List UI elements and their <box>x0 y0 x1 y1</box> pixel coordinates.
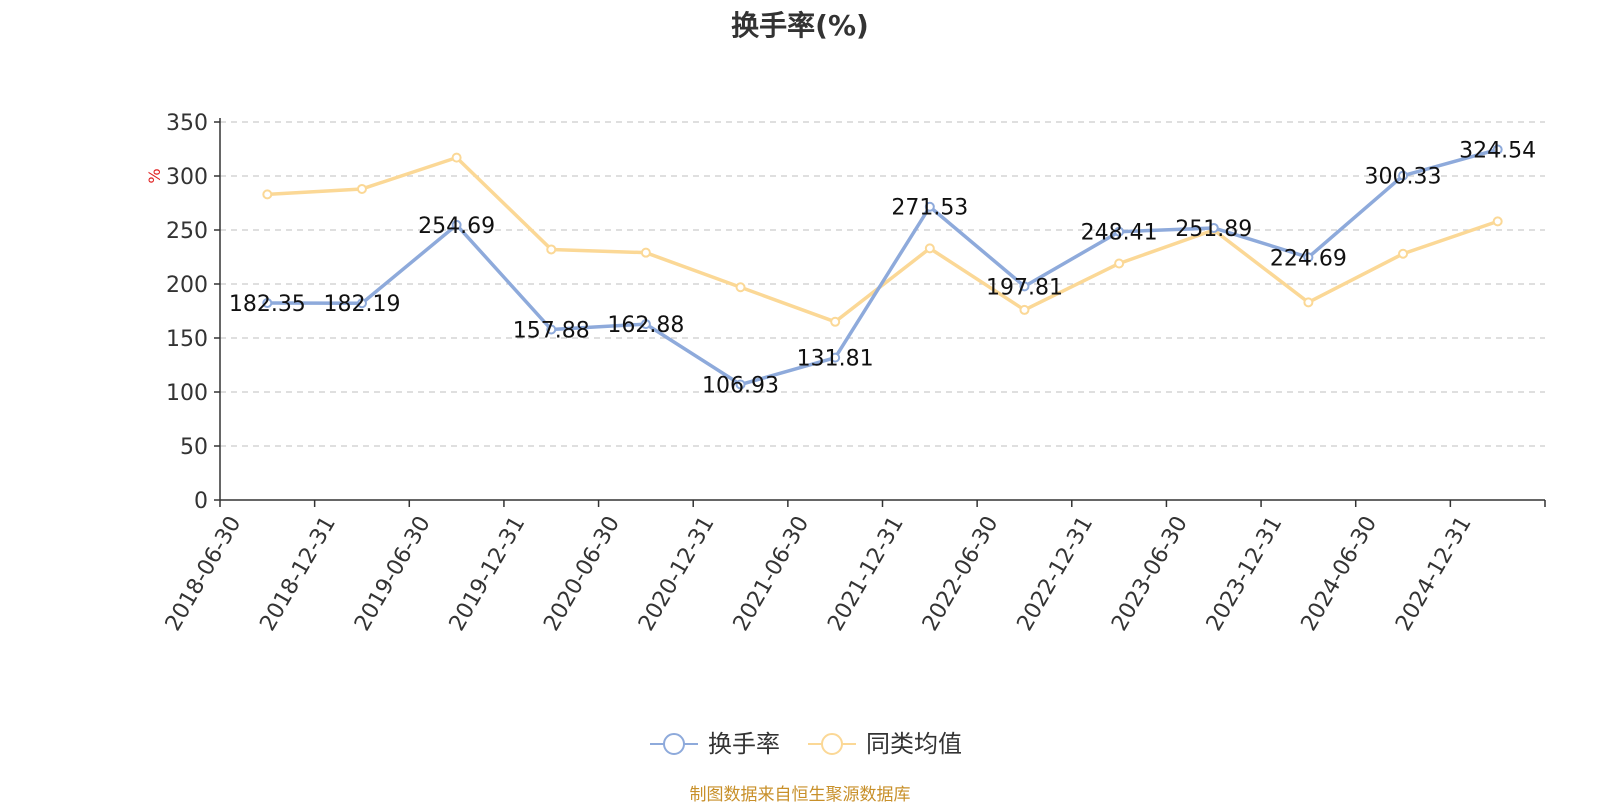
series-point[interactable] <box>262 189 273 200</box>
legend-item[interactable]: 换手率 <box>650 730 780 758</box>
y-tick-label: 50 <box>180 435 208 460</box>
data-label: 197.81 <box>986 275 1063 300</box>
data-label: 131.81 <box>797 347 874 372</box>
x-tick-label: 2022-06-30 <box>918 512 1004 635</box>
data-label: 300.33 <box>1365 165 1442 190</box>
chart-title: 换手率(%) <box>731 9 869 42</box>
x-tick-label: 2019-06-30 <box>350 512 436 635</box>
x-tick-label: 2020-12-31 <box>634 512 720 635</box>
series-point[interactable] <box>1398 248 1409 259</box>
data-label: 271.53 <box>891 196 968 221</box>
series-point[interactable] <box>451 152 462 163</box>
series-point[interactable] <box>1303 297 1314 308</box>
series-point[interactable] <box>451 219 462 230</box>
series-point[interactable] <box>735 282 746 293</box>
series-point[interactable] <box>830 352 841 363</box>
series-point[interactable] <box>1492 144 1503 155</box>
series-line <box>267 155 1499 324</box>
series-point[interactable] <box>924 201 935 212</box>
series-point[interactable] <box>356 298 367 309</box>
series-point[interactable] <box>640 319 651 330</box>
x-tick-label: 2024-12-31 <box>1391 512 1477 635</box>
series-point[interactable] <box>1019 281 1030 292</box>
series-point[interactable] <box>924 243 935 254</box>
x-tick-label: 2018-12-31 <box>255 512 341 635</box>
series-point[interactable] <box>1208 222 1219 233</box>
y-tick-label: 100 <box>166 381 208 406</box>
y-tick-label: 0 <box>194 489 208 514</box>
grid-lines <box>220 121 1545 447</box>
series-point[interactable] <box>1019 304 1030 315</box>
data-label: 324.54 <box>1459 138 1536 163</box>
series-point[interactable] <box>356 183 367 194</box>
data-label: 162.88 <box>607 313 684 338</box>
x-tick-label: 2018-06-30 <box>161 512 247 635</box>
data-label: 254.69 <box>418 214 495 239</box>
x-tick-label: 2019-12-31 <box>445 512 531 635</box>
data-label: 182.35 <box>229 292 306 317</box>
y-tick-label: 350 <box>166 111 208 136</box>
legend: 换手率 同类均值 <box>650 730 962 758</box>
series-line <box>267 147 1499 387</box>
y-tick-label: 200 <box>166 273 208 298</box>
y-tick-label: 150 <box>166 327 208 352</box>
series-point[interactable] <box>1114 258 1125 269</box>
series-point[interactable] <box>1492 216 1503 227</box>
series <box>262 144 1503 390</box>
legend-label: 同类均值 <box>866 730 962 758</box>
data-label: 182.19 <box>323 292 400 317</box>
y-axis-unit: % <box>145 168 164 183</box>
legend-marker-icon <box>821 733 843 755</box>
series-point[interactable] <box>546 244 557 255</box>
data-label: 157.88 <box>513 318 590 343</box>
legend-label: 换手率 <box>708 730 780 758</box>
x-tick-label: 2023-12-31 <box>1202 512 1288 635</box>
x-tick-label: 2024-06-30 <box>1296 512 1382 635</box>
series-point[interactable] <box>262 298 273 309</box>
x-tick-label: 2021-06-30 <box>729 512 815 635</box>
data-label: 106.93 <box>702 374 779 399</box>
legend-marker-icon <box>663 733 685 755</box>
data-labels: 182.35 182.19 254.69 157.88 162.88 106.93 131.… <box>229 138 1536 398</box>
series-point[interactable] <box>830 316 841 327</box>
source-note: 制图数据来自恒生聚源数据库 <box>689 785 911 805</box>
y-tick-label: 250 <box>166 219 208 244</box>
x-tick-label: 2020-06-30 <box>539 512 625 635</box>
series-point[interactable] <box>735 379 746 390</box>
x-tick-label: 2023-06-30 <box>1107 512 1193 635</box>
x-tick-label: 2022-12-31 <box>1013 512 1099 635</box>
series-point[interactable] <box>1114 226 1125 237</box>
y-tick-label: 300 <box>166 165 208 190</box>
series-point[interactable] <box>1398 170 1409 181</box>
series-point[interactable] <box>546 324 557 335</box>
data-label: 224.69 <box>1270 246 1347 271</box>
x-tick-label: 2021-12-31 <box>823 512 909 635</box>
legend-item[interactable]: 同类均值 <box>808 730 962 758</box>
data-label: 248.41 <box>1081 221 1158 246</box>
data-label: 251.89 <box>1175 217 1252 242</box>
series-point[interactable] <box>640 247 651 258</box>
series-point[interactable] <box>1303 252 1314 263</box>
